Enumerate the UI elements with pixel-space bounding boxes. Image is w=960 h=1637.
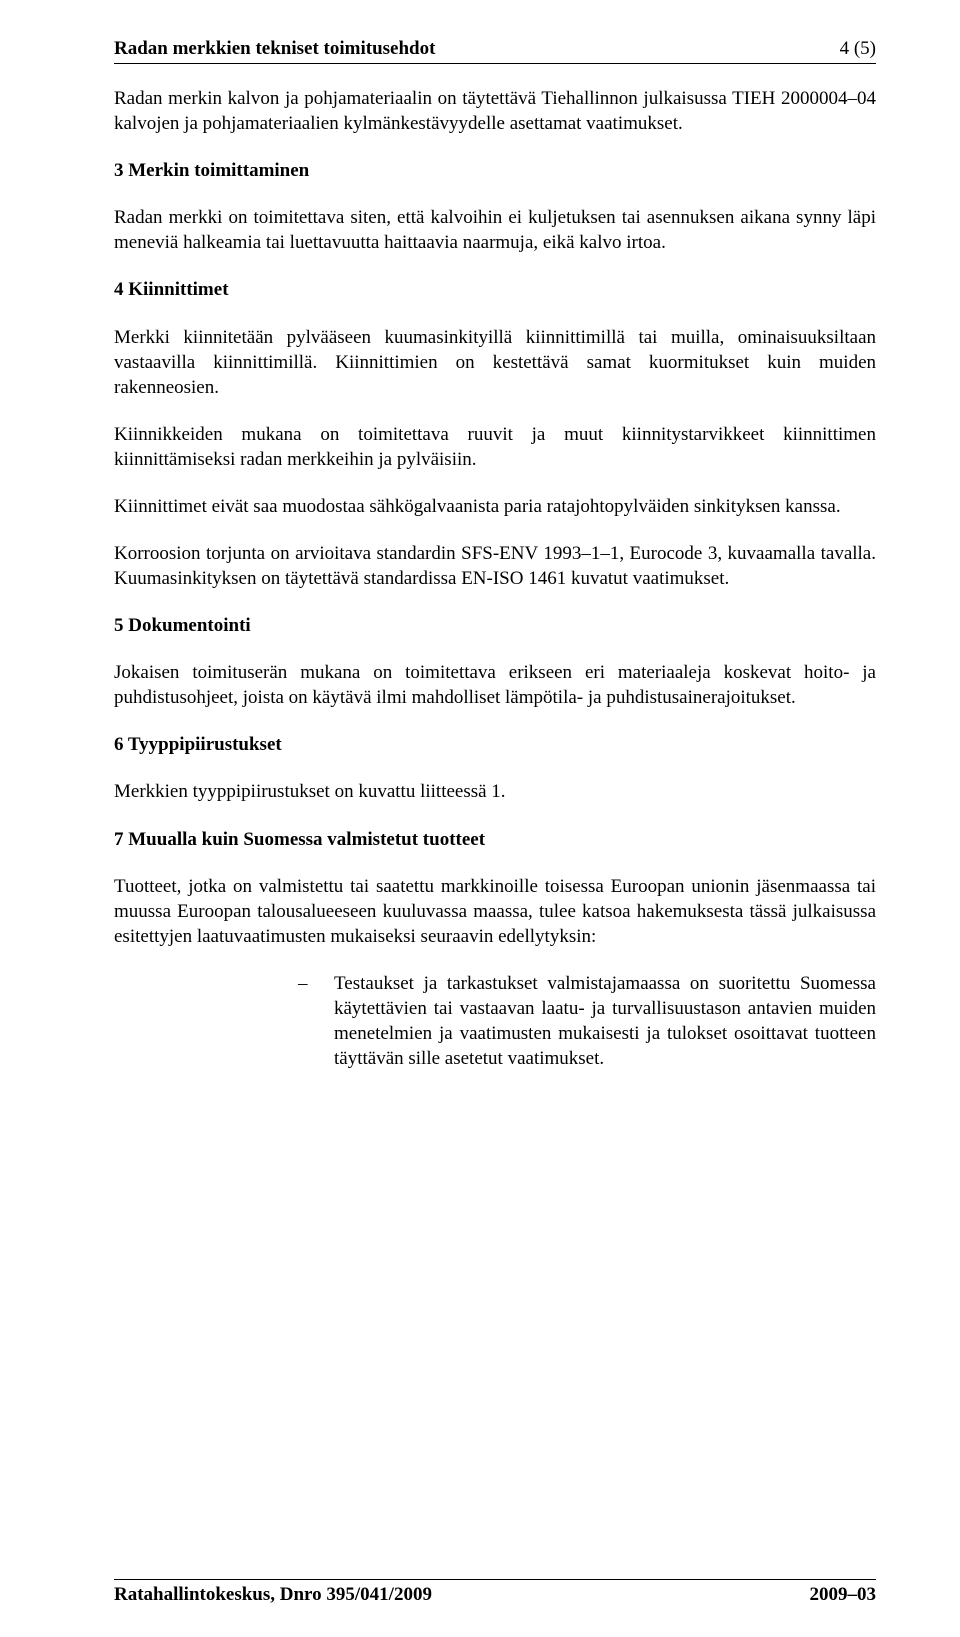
- section-7-heading: 7 Muualla kuin Suomessa valmistetut tuot…: [114, 827, 876, 852]
- section-6-p1: Merkkien tyyppipiirustukset on kuvattu l…: [114, 779, 876, 804]
- section-7-bullet-1: – Testaukset ja tarkastukset valmistajam…: [298, 971, 876, 1071]
- footer-left: Ratahallintokeskus, Dnro 395/041/2009: [114, 1582, 432, 1607]
- section-4-p3: Kiinnittimet eivät saa muodostaa sähköga…: [114, 494, 876, 519]
- section-5-heading: 5 Dokumentointi: [114, 613, 876, 638]
- section-5-p1: Jokaisen toimituserän mukana on toimitet…: [114, 660, 876, 710]
- section-6-heading: 6 Tyyppipiirustukset: [114, 732, 876, 757]
- section-4-p4: Korroosion torjunta on arvioitava standa…: [114, 541, 876, 591]
- header-page-number: 4 (5): [840, 36, 876, 61]
- section-7-p1: Tuotteet, jotka on valmistettu tai saate…: [114, 874, 876, 949]
- section-4-heading: 4 Kiinnittimet: [114, 277, 876, 302]
- running-footer: Ratahallintokeskus, Dnro 395/041/2009 20…: [114, 1579, 876, 1607]
- section-3-heading: 3 Merkin toimittaminen: [114, 158, 876, 183]
- intro-paragraph: Radan merkin kalvon ja pohjamateriaalin …: [114, 86, 876, 136]
- section-3-p1: Radan merkki on toimitettava siten, että…: [114, 205, 876, 255]
- section-4-p1: Merkki kiinnitetään pylvääseen kuumasink…: [114, 325, 876, 400]
- header-title: Radan merkkien tekniset toimitusehdot: [114, 36, 435, 61]
- footer-right: 2009–03: [810, 1582, 877, 1607]
- bullet-dash-icon: –: [298, 971, 334, 1071]
- document-page: Radan merkkien tekniset toimitusehdot 4 …: [0, 0, 960, 1637]
- running-header: Radan merkkien tekniset toimitusehdot 4 …: [114, 36, 876, 64]
- section-7-bullet-1-text: Testaukset ja tarkastukset valmistajamaa…: [334, 971, 876, 1071]
- section-4-p2: Kiinnikkeiden mukana on toimitettava ruu…: [114, 422, 876, 472]
